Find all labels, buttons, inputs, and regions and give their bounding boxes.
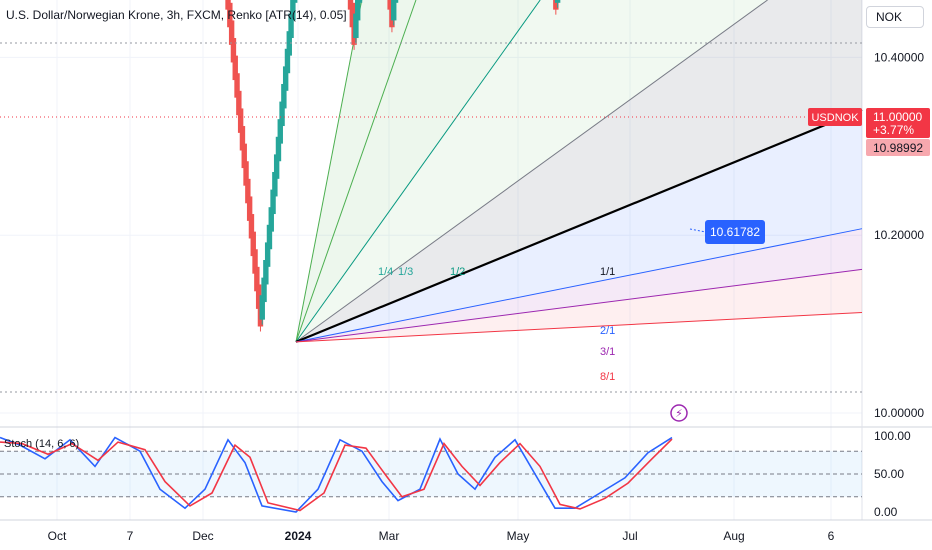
stoch-pane: ⚡: [0, 404, 862, 513]
renko-brick: [273, 154, 280, 179]
renko-brick: [355, 0, 361, 21]
renko-brick: [554, 0, 561, 3]
renko-brick: [245, 178, 251, 204]
lightning-glyph: ⚡: [675, 407, 683, 420]
y-tick-label: 10.00000: [874, 406, 924, 420]
chart-title: U.S. Dollar/Norwegian Krone, 3h, FXCM, R…: [6, 8, 347, 22]
second-price-badge: [866, 139, 930, 156]
renko-brick: [281, 83, 287, 109]
fan-label: 8/1: [600, 371, 615, 383]
renko-brick: [268, 207, 274, 232]
renko-brick: [254, 266, 260, 292]
renko-brick: [239, 126, 246, 151]
x-tick-label: 7: [127, 529, 134, 543]
lightning-icon: [670, 404, 688, 422]
renko-brick: [356, 0, 363, 3]
renko-brick: [261, 277, 267, 303]
stoch-tick-label: 100.00: [874, 429, 911, 443]
x-tick-label: 2024: [285, 529, 312, 543]
y-tick-label: 10.40000: [874, 50, 924, 64]
fan-line: [295, 0, 417, 343]
renko-brick: [279, 101, 285, 127]
fan-wedge: [296, 0, 862, 342]
renko-brick: [232, 55, 238, 81]
renko-brick: [250, 231, 256, 257]
fan-line: [295, 0, 363, 342]
second-price-text: 10.98992: [873, 141, 923, 155]
renko-brick: [228, 20, 235, 45]
fan-label: 1/4: [378, 266, 393, 278]
fan-label: 1/2: [450, 266, 465, 278]
renko-brick: [255, 284, 262, 309]
renko-brick: [241, 143, 247, 169]
renko-brick: [353, 13, 359, 39]
stoch-tick-label: 0.00: [874, 505, 898, 519]
renko-brick: [277, 119, 283, 144]
renko-brick: [246, 196, 253, 221]
renko-brick: [288, 13, 294, 39]
renko-brick: [237, 108, 244, 133]
x-tick-label: Dec: [192, 529, 213, 543]
fan-line: [295, 268, 863, 343]
stoch-d-line: [0, 438, 673, 512]
renko-brick: [553, 0, 559, 10]
renko-brick: [272, 171, 278, 197]
price-badges: USDNOK 11.00000+3.77% 10.98992 10.61782: [689, 108, 930, 244]
last-price-badge: [866, 108, 930, 138]
y-tick-label: 10.20000: [874, 228, 924, 242]
renko-brick: [392, 0, 399, 3]
renko-brick: [291, 0, 298, 3]
fan-line: [295, 0, 541, 343]
symbol-text: USDNOK: [811, 112, 859, 124]
renko-brick: [248, 214, 255, 239]
change-pct-text: +3.77%: [873, 123, 914, 137]
x-tick-label: 6: [828, 529, 835, 543]
x-tick-label: Aug: [723, 529, 744, 543]
x-tick-label: Jul: [622, 529, 637, 543]
renko-series: [225, 0, 561, 332]
renko-brick: [284, 48, 291, 74]
renko-brick: [252, 249, 258, 274]
renko-brick: [266, 224, 273, 250]
renko-brick: [391, 0, 397, 21]
grid-lines: [0, 0, 932, 520]
fan-label: 3/1: [600, 346, 615, 358]
gann-fan: 1/4 1/3 1/2 1/1 2/1 3/1 8/1: [295, 0, 863, 383]
renko-brick: [290, 0, 296, 21]
currency-button[interactable]: NOK: [866, 6, 924, 28]
fan-line: [295, 0, 768, 343]
gann-price-text: 10.61782: [710, 225, 760, 239]
renko-brick: [275, 136, 282, 162]
renko-brick: [270, 189, 276, 215]
fan-line: [295, 228, 863, 343]
renko-brick: [236, 90, 242, 116]
renko-brick: [264, 242, 271, 267]
fan-line: [295, 108, 863, 343]
renko-brick: [286, 31, 292, 56]
renko-brick: [349, 2, 356, 28]
fan-label: 2/1: [600, 325, 615, 337]
fan-line: [295, 311, 863, 343]
gann-price-badge: [705, 220, 765, 244]
renko-brick: [230, 38, 237, 63]
symbol-badge: [808, 108, 862, 126]
last-price-text: 11.00000: [873, 110, 922, 124]
renko-brick: [227, 2, 233, 28]
fan-label: 1/1: [600, 266, 615, 278]
renko-brick: [234, 73, 240, 98]
fan-label: 1/3: [398, 266, 413, 278]
renko-brick: [282, 66, 289, 91]
gann-badge-leader: [689, 228, 707, 233]
stoch-label: Stoch (14, 6, 6): [4, 438, 80, 450]
x-tick-label: May: [507, 529, 530, 543]
stoch-tick-label: 50.00: [874, 467, 904, 481]
renko-brick: [243, 161, 249, 186]
x-tick-label: Mar: [379, 529, 400, 543]
x-tick-label: Oct: [48, 529, 67, 543]
renko-brick: [259, 295, 265, 320]
price-guides: [0, 42, 862, 393]
renko-brick: [263, 260, 269, 285]
